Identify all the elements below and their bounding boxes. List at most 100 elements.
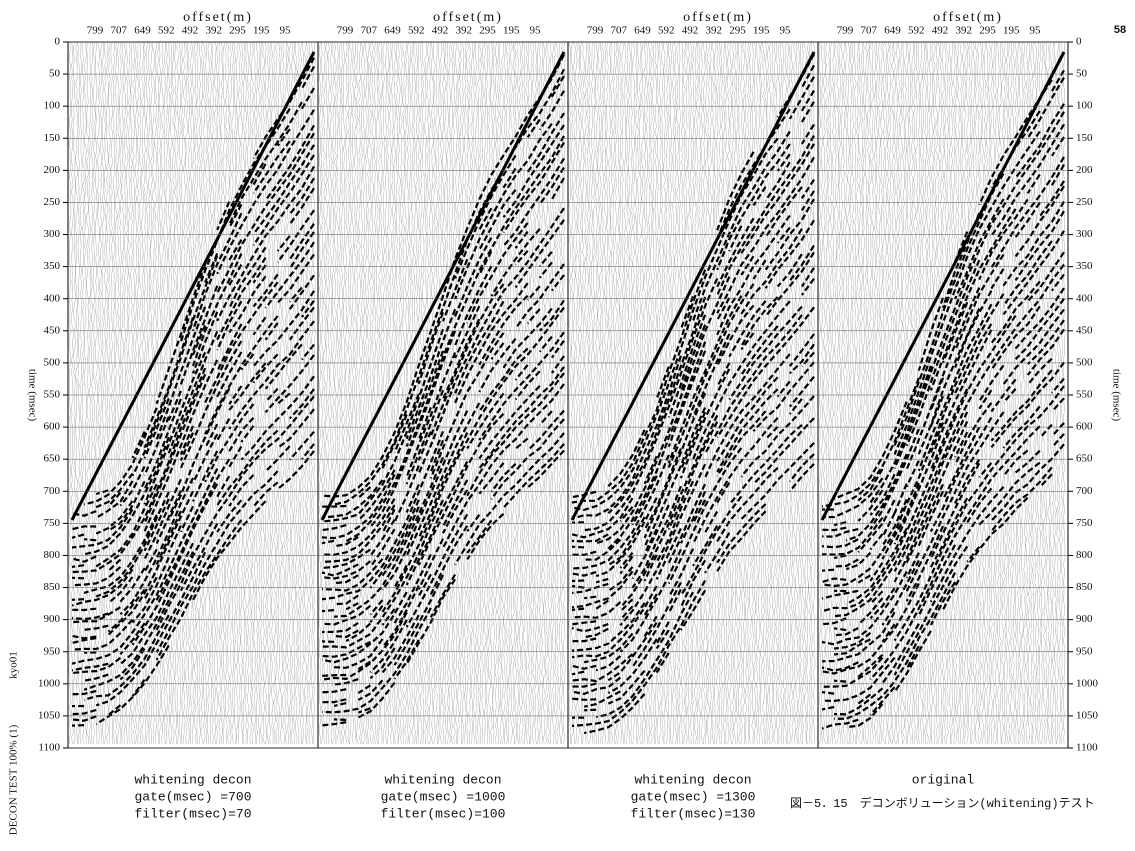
y-tick-label: 450 xyxy=(1076,324,1093,336)
line-name: kyo01 xyxy=(8,651,20,679)
offset-label: 95 xyxy=(530,25,542,37)
offset-axis-title: offset(m) xyxy=(433,10,503,25)
y-tick-label: 500 xyxy=(1076,356,1093,368)
y-tick-label: 200 xyxy=(44,164,61,176)
y-tick-label: 600 xyxy=(44,421,61,433)
y-tick-label: 100 xyxy=(44,100,61,112)
y-tick-label: 800 xyxy=(1076,549,1093,561)
y-tick-label: 550 xyxy=(44,389,61,401)
y-tick-label: 950 xyxy=(1076,645,1093,657)
time-axis-label: time (msec) xyxy=(1110,369,1122,422)
offset-axis-title: offset(m) xyxy=(683,10,753,25)
panel-caption: whitening decon xyxy=(634,772,751,787)
y-tick-label: 1050 xyxy=(38,709,61,721)
seismic-traces xyxy=(568,41,816,745)
y-tick-label: 900 xyxy=(44,613,61,625)
y-tick-label: 1100 xyxy=(38,742,60,754)
panel-caption: filter(msec)=70 xyxy=(134,806,251,821)
offset-label: 799 xyxy=(337,25,354,37)
offset-label: 95 xyxy=(780,25,792,37)
offset-label: 649 xyxy=(634,25,651,37)
panel-caption: filter(msec)=100 xyxy=(381,806,506,821)
offset-label: 195 xyxy=(253,25,270,37)
offset-label: 295 xyxy=(479,25,496,37)
offset-label: 392 xyxy=(206,25,223,37)
offset-label: 492 xyxy=(682,25,699,37)
offset-axis-title: offset(m) xyxy=(933,10,1003,25)
panel-caption: filter(msec)=130 xyxy=(631,806,756,821)
offset-label: 95 xyxy=(280,25,292,37)
offset-label: 195 xyxy=(503,25,520,37)
first-break xyxy=(820,51,1066,521)
y-tick-label: 850 xyxy=(1076,581,1093,593)
offset-label: 707 xyxy=(361,25,378,37)
offset-label: 492 xyxy=(932,25,949,37)
test-name: DECON TEST 100% (1) xyxy=(8,724,20,835)
y-tick-label: 750 xyxy=(44,517,61,529)
y-tick-label: 1000 xyxy=(1076,677,1099,689)
y-tick-label: 750 xyxy=(1076,517,1093,529)
offset-label: 649 xyxy=(884,25,901,37)
y-tick-label: 800 xyxy=(44,549,61,561)
y-tick-label: 300 xyxy=(44,228,61,240)
offset-label: 707 xyxy=(861,25,878,37)
y-tick-label: 950 xyxy=(44,645,61,657)
offset-label: 799 xyxy=(87,25,104,37)
y-tick-label: 350 xyxy=(44,260,61,272)
y-tick-label: 0 xyxy=(1076,36,1082,48)
offset-label: 295 xyxy=(729,25,746,37)
y-tick-label: 400 xyxy=(44,292,61,304)
panel-caption: gate(msec) =700 xyxy=(134,789,251,804)
y-tick-label: 150 xyxy=(44,132,61,144)
y-tick-label: 100 xyxy=(1076,100,1093,112)
offset-axis-title: offset(m) xyxy=(183,10,253,25)
offset-label: 295 xyxy=(979,25,996,37)
offset-label: 592 xyxy=(658,25,675,37)
y-tick-label: 400 xyxy=(1076,292,1093,304)
offset-label: 592 xyxy=(158,25,175,37)
seismic-traces xyxy=(68,41,316,745)
offset-label: 592 xyxy=(408,25,425,37)
first-break xyxy=(570,51,816,521)
offset-label: 392 xyxy=(706,25,723,37)
offset-label: 649 xyxy=(134,25,151,37)
y-tick-label: 700 xyxy=(1076,485,1093,497)
offset-label: 649 xyxy=(384,25,401,37)
y-tick-label: 550 xyxy=(1076,389,1093,401)
offset-label: 799 xyxy=(837,25,854,37)
y-tick-label: 1000 xyxy=(38,677,61,689)
trace-wiggles xyxy=(68,41,316,745)
y-tick-label: 700 xyxy=(44,485,61,497)
panel-caption: whitening decon xyxy=(134,772,251,787)
first-break xyxy=(70,51,316,521)
offset-label: 592 xyxy=(908,25,925,37)
y-tick-label: 50 xyxy=(49,68,61,80)
panel-caption: gate(msec) =1300 xyxy=(631,789,756,804)
y-tick-label: 150 xyxy=(1076,132,1093,144)
y-tick-label: 1050 xyxy=(1076,709,1099,721)
offset-label: 195 xyxy=(1003,25,1020,37)
y-tick-label: 650 xyxy=(44,453,61,465)
figure-caption: 図－5．15 デコンボリューション(whitening)テスト xyxy=(790,795,1095,811)
y-tick-label: 250 xyxy=(1076,196,1093,208)
offset-label: 492 xyxy=(182,25,199,37)
reflection-events xyxy=(321,54,565,727)
offset-label: 195 xyxy=(753,25,770,37)
y-tick-label: 250 xyxy=(44,196,61,208)
y-tick-label: 650 xyxy=(1076,453,1093,465)
y-tick-label: 850 xyxy=(44,581,61,593)
first-break xyxy=(320,51,566,521)
offset-label: 707 xyxy=(111,25,128,37)
panel-caption: gate(msec) =1000 xyxy=(381,789,506,804)
offset-label: 295 xyxy=(229,25,246,37)
y-tick-label: 600 xyxy=(1076,421,1093,433)
y-tick-label: 1100 xyxy=(1076,742,1098,754)
offset-label: 392 xyxy=(956,25,973,37)
offset-label: 707 xyxy=(611,25,628,37)
panel-caption: whitening decon xyxy=(384,772,501,787)
offset-label: 392 xyxy=(456,25,473,37)
y-tick-label: 50 xyxy=(1076,68,1088,80)
y-tick-label: 900 xyxy=(1076,613,1093,625)
reflection-events xyxy=(71,57,315,727)
